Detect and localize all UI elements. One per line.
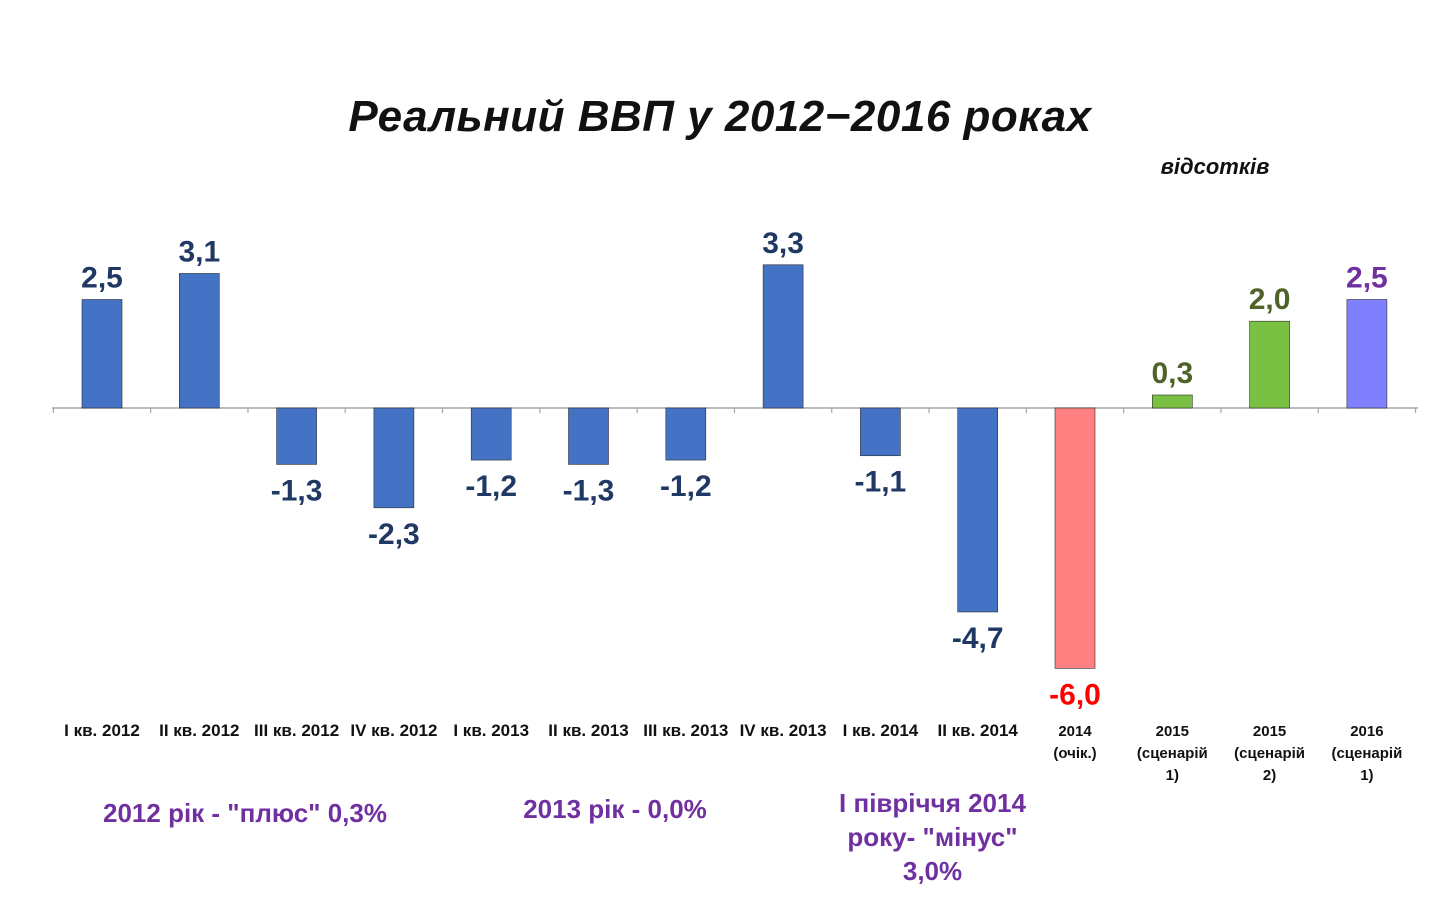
category-label-line: 2016 [1350, 723, 1383, 740]
bar-10 [957, 407, 999, 613]
value-label-5: -1,2 [465, 470, 517, 503]
category-label-6: II кв. 2013 [548, 721, 628, 740]
category-label-9: I кв. 2014 [843, 721, 919, 740]
value-label-8: 3,3 [762, 227, 804, 260]
bar-4 [373, 407, 415, 509]
category-label-line: 2015 [1156, 723, 1189, 740]
bar-13 [1249, 320, 1290, 409]
units-label: відсотків [1160, 154, 1270, 179]
annotation-2013: 2013 рік - 0,0% [523, 794, 707, 824]
category-label-1: I кв. 2012 [64, 721, 140, 740]
value-label-2: 3,1 [178, 235, 220, 268]
category-label-11: 2014 (очік.) [1053, 723, 1096, 762]
category-label-line: (сценарій [1331, 745, 1402, 762]
category-label-4: IV кв. 2012 [350, 721, 437, 740]
bar-6 [568, 407, 609, 465]
bar-7 [665, 407, 707, 461]
bar-1 [81, 299, 123, 409]
value-label-13: 2,0 [1249, 283, 1291, 316]
annotation-2014-h1: І півріччя 2014 року- "мінус" 3,0% [839, 788, 1026, 886]
value-label-1: 2,5 [81, 262, 123, 295]
category-label-line: 1) [1166, 767, 1179, 784]
category-label-line: II кв. 2013 [548, 721, 628, 740]
bar-12 [1152, 394, 1193, 409]
category-label-line: II кв. 2012 [159, 721, 239, 740]
value-label-6: -1,3 [563, 474, 615, 507]
annotation-2012: 2012 рік - "плюс" 0,3% [103, 798, 387, 828]
bar-9 [860, 407, 901, 457]
value-label-14: 2,5 [1346, 262, 1388, 295]
category-label-10: II кв. 2014 [937, 721, 1018, 740]
category-label-line: IV кв. 2013 [740, 721, 827, 740]
category-label-13: 2015 (сценарій 2) [1234, 723, 1305, 784]
category-label-3: III кв. 2012 [254, 721, 339, 740]
category-label-line: I кв. 2013 [453, 721, 529, 740]
chart-title: Реальний ВВП у 2012−2016 роках [348, 92, 1092, 141]
value-label-11: -6,0 [1049, 678, 1101, 711]
bar-2 [179, 273, 220, 409]
category-label-line: (сценарій [1234, 745, 1305, 762]
value-label-4: -2,3 [368, 518, 420, 551]
category-label-line: II кв. 2014 [937, 721, 1018, 740]
value-label-12: 0,3 [1151, 357, 1193, 390]
bar-14 [1346, 299, 1388, 409]
category-label-5: I кв. 2013 [453, 721, 529, 740]
category-label-8: IV кв. 2013 [740, 721, 827, 740]
category-label-14: 2016 (сценарій 1) [1331, 723, 1402, 784]
bar-5 [470, 407, 512, 461]
value-label-7: -1,2 [660, 470, 712, 503]
category-label-line: 2) [1263, 767, 1276, 784]
bar-8 [762, 264, 804, 409]
category-label-line: 2014 [1058, 723, 1092, 740]
category-label-line: IV кв. 2012 [350, 721, 437, 740]
category-label-line: (очік.) [1053, 745, 1096, 762]
category-label-line: I кв. 2014 [843, 721, 919, 740]
bar-3 [276, 407, 317, 465]
value-label-9: -1,1 [855, 466, 907, 499]
value-label-3: -1,3 [271, 474, 323, 507]
bar-11 [1054, 407, 1096, 669]
category-label-line: 1) [1360, 767, 1373, 784]
category-label-line: (сценарій [1137, 745, 1208, 762]
category-label-line: I кв. 2012 [64, 721, 140, 740]
category-label-line: III кв. 2013 [643, 721, 728, 740]
category-label-12: 2015 (сценарій 1) [1137, 723, 1208, 784]
category-label-line: 2015 [1253, 723, 1286, 740]
value-label-10: -4,7 [952, 622, 1004, 655]
category-label-7: III кв. 2013 [643, 721, 728, 740]
category-label-line: III кв. 2012 [254, 721, 339, 740]
category-label-2: II кв. 2012 [159, 721, 239, 740]
